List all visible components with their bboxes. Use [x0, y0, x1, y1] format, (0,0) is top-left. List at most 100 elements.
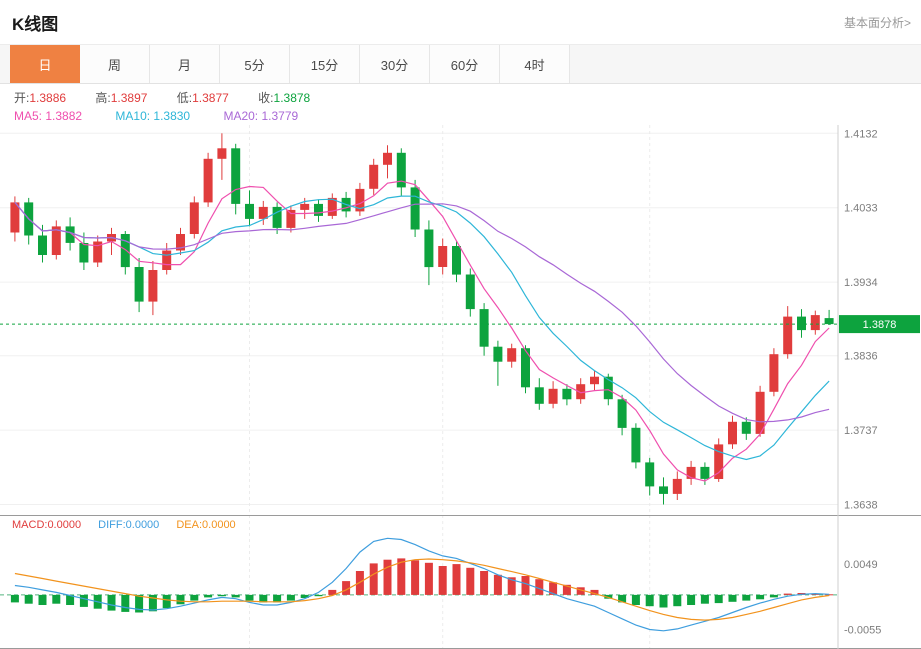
page-title: K线图 [12, 14, 59, 34]
macd-bar [369, 563, 378, 595]
macd-bar [714, 594, 723, 604]
tab-month[interactable]: 月 [150, 45, 220, 83]
candle-body [38, 235, 47, 255]
candle-body [65, 226, 75, 243]
candle-body [631, 427, 641, 463]
candle-body [562, 388, 572, 400]
macd-bar [342, 581, 351, 595]
candle-body [162, 250, 172, 270]
macd-bar [162, 594, 171, 609]
candle-body [755, 391, 765, 434]
macd-bar [245, 594, 254, 601]
macd-legend-value: MACD:0.0000 [12, 519, 82, 531]
y-axis-label: 1.3638 [844, 500, 878, 512]
macd-bar [176, 594, 185, 605]
open-value: 1.3886 [29, 91, 67, 105]
macd-bar [507, 577, 516, 595]
macd-bar [783, 593, 792, 595]
macd-bar [79, 594, 88, 607]
candle-body [465, 274, 475, 310]
ma10-line [14, 195, 830, 461]
close-value: 1.3878 [273, 91, 311, 105]
diff-legend-value: DIFF:0.0000 [98, 519, 160, 531]
macd-bar [687, 594, 696, 605]
candle-body [659, 486, 668, 494]
macd-bar [217, 594, 226, 597]
candle-body [355, 188, 365, 212]
candle-body [797, 316, 806, 331]
tab-day[interactable]: 日 [10, 45, 80, 83]
candlestick-chart[interactable]: 1.4132 1.4033 1.3934 1.3836 1.3737 1.3638 1.38… [0, 125, 921, 515]
ma20-line [14, 202, 830, 423]
ma-row: MA5: 1.3882 MA10: 1.3830 MA20: 1.3779 [14, 107, 921, 125]
tab-30min[interactable]: 30分 [360, 45, 430, 83]
candle-body [769, 354, 779, 392]
candle-body [327, 197, 337, 216]
candle-body [534, 387, 544, 404]
candle-body [603, 376, 613, 400]
current-price-badge [839, 315, 920, 334]
macd-bar [314, 594, 323, 597]
candle-body [189, 202, 199, 234]
ma5-line [14, 180, 830, 482]
macd-bar [397, 558, 406, 595]
timeframe-tabbar: 日 周 月 5分 15分 30分 60分 4时 [0, 44, 921, 84]
candle-body [741, 421, 751, 434]
macd-bar [811, 593, 820, 595]
candle-body [824, 318, 834, 325]
high-label: 高: [95, 91, 111, 105]
tab-4hour[interactable]: 4时 [500, 45, 570, 83]
close-label: 收: [258, 91, 274, 105]
candle-body [300, 203, 310, 210]
candle-body [93, 241, 103, 263]
candle-body [120, 234, 130, 268]
macd-bar [411, 560, 420, 595]
ohlc-row: 开:1.3886 高:1.3897 低:1.3877 收:1.3878 [14, 89, 921, 107]
candle-body [672, 478, 682, 494]
macd-bar [383, 559, 392, 595]
macd-bar [148, 594, 157, 612]
macd-bar [231, 594, 240, 598]
quote-panel: 开:1.3886 高:1.3897 低:1.3877 收:1.3878 MA5:… [0, 84, 921, 125]
macd-bar [631, 594, 640, 605]
macd-bar [590, 589, 599, 595]
candle-body [314, 203, 323, 216]
candle-body [728, 421, 737, 445]
candle-body [231, 148, 241, 204]
macd-bar [728, 594, 737, 602]
candle-body [521, 348, 530, 388]
macd-bar [535, 579, 544, 595]
ma10-value: MA10: 1.3830 [115, 109, 191, 123]
candle-body [383, 152, 392, 165]
macd-bar [286, 594, 295, 601]
low-value: 1.3877 [192, 91, 229, 105]
macd-bar [562, 584, 571, 595]
macd-bar [190, 594, 199, 601]
candle-body [493, 346, 503, 362]
macd-legend: MACD:0.0000 DIFF:0.0000 DEA:0.0000 [12, 519, 250, 531]
tab-week[interactable]: 周 [80, 45, 150, 83]
macd-bar [38, 594, 47, 605]
macd-bar [659, 594, 668, 608]
candle-body [286, 209, 296, 228]
macd-bar [452, 564, 461, 595]
ma5-value: MA5: 1.3882 [14, 109, 83, 123]
candle-body [438, 246, 448, 267]
page-header: K线图 基本面分析> [0, 0, 921, 44]
candle-body [424, 229, 434, 268]
y-axis-label: -0.0055 [844, 625, 881, 637]
tab-60min[interactable]: 60分 [430, 45, 500, 83]
tab-5min[interactable]: 5分 [220, 45, 290, 83]
open-label: 开: [14, 91, 30, 105]
macd-bar [438, 566, 447, 595]
candle-body [396, 152, 406, 188]
macd-chart[interactable]: 0.0049 -0.0055 [0, 515, 921, 649]
macd-bar [259, 594, 268, 603]
candle-body [272, 206, 282, 228]
candle-body [507, 348, 517, 362]
candle-body [783, 316, 793, 355]
fundamental-analysis-link[interactable]: 基本面分析> [843, 15, 911, 30]
candle-body [148, 270, 158, 302]
tab-15min[interactable]: 15分 [290, 45, 360, 83]
y-axis-label: 1.3737 [844, 425, 878, 437]
